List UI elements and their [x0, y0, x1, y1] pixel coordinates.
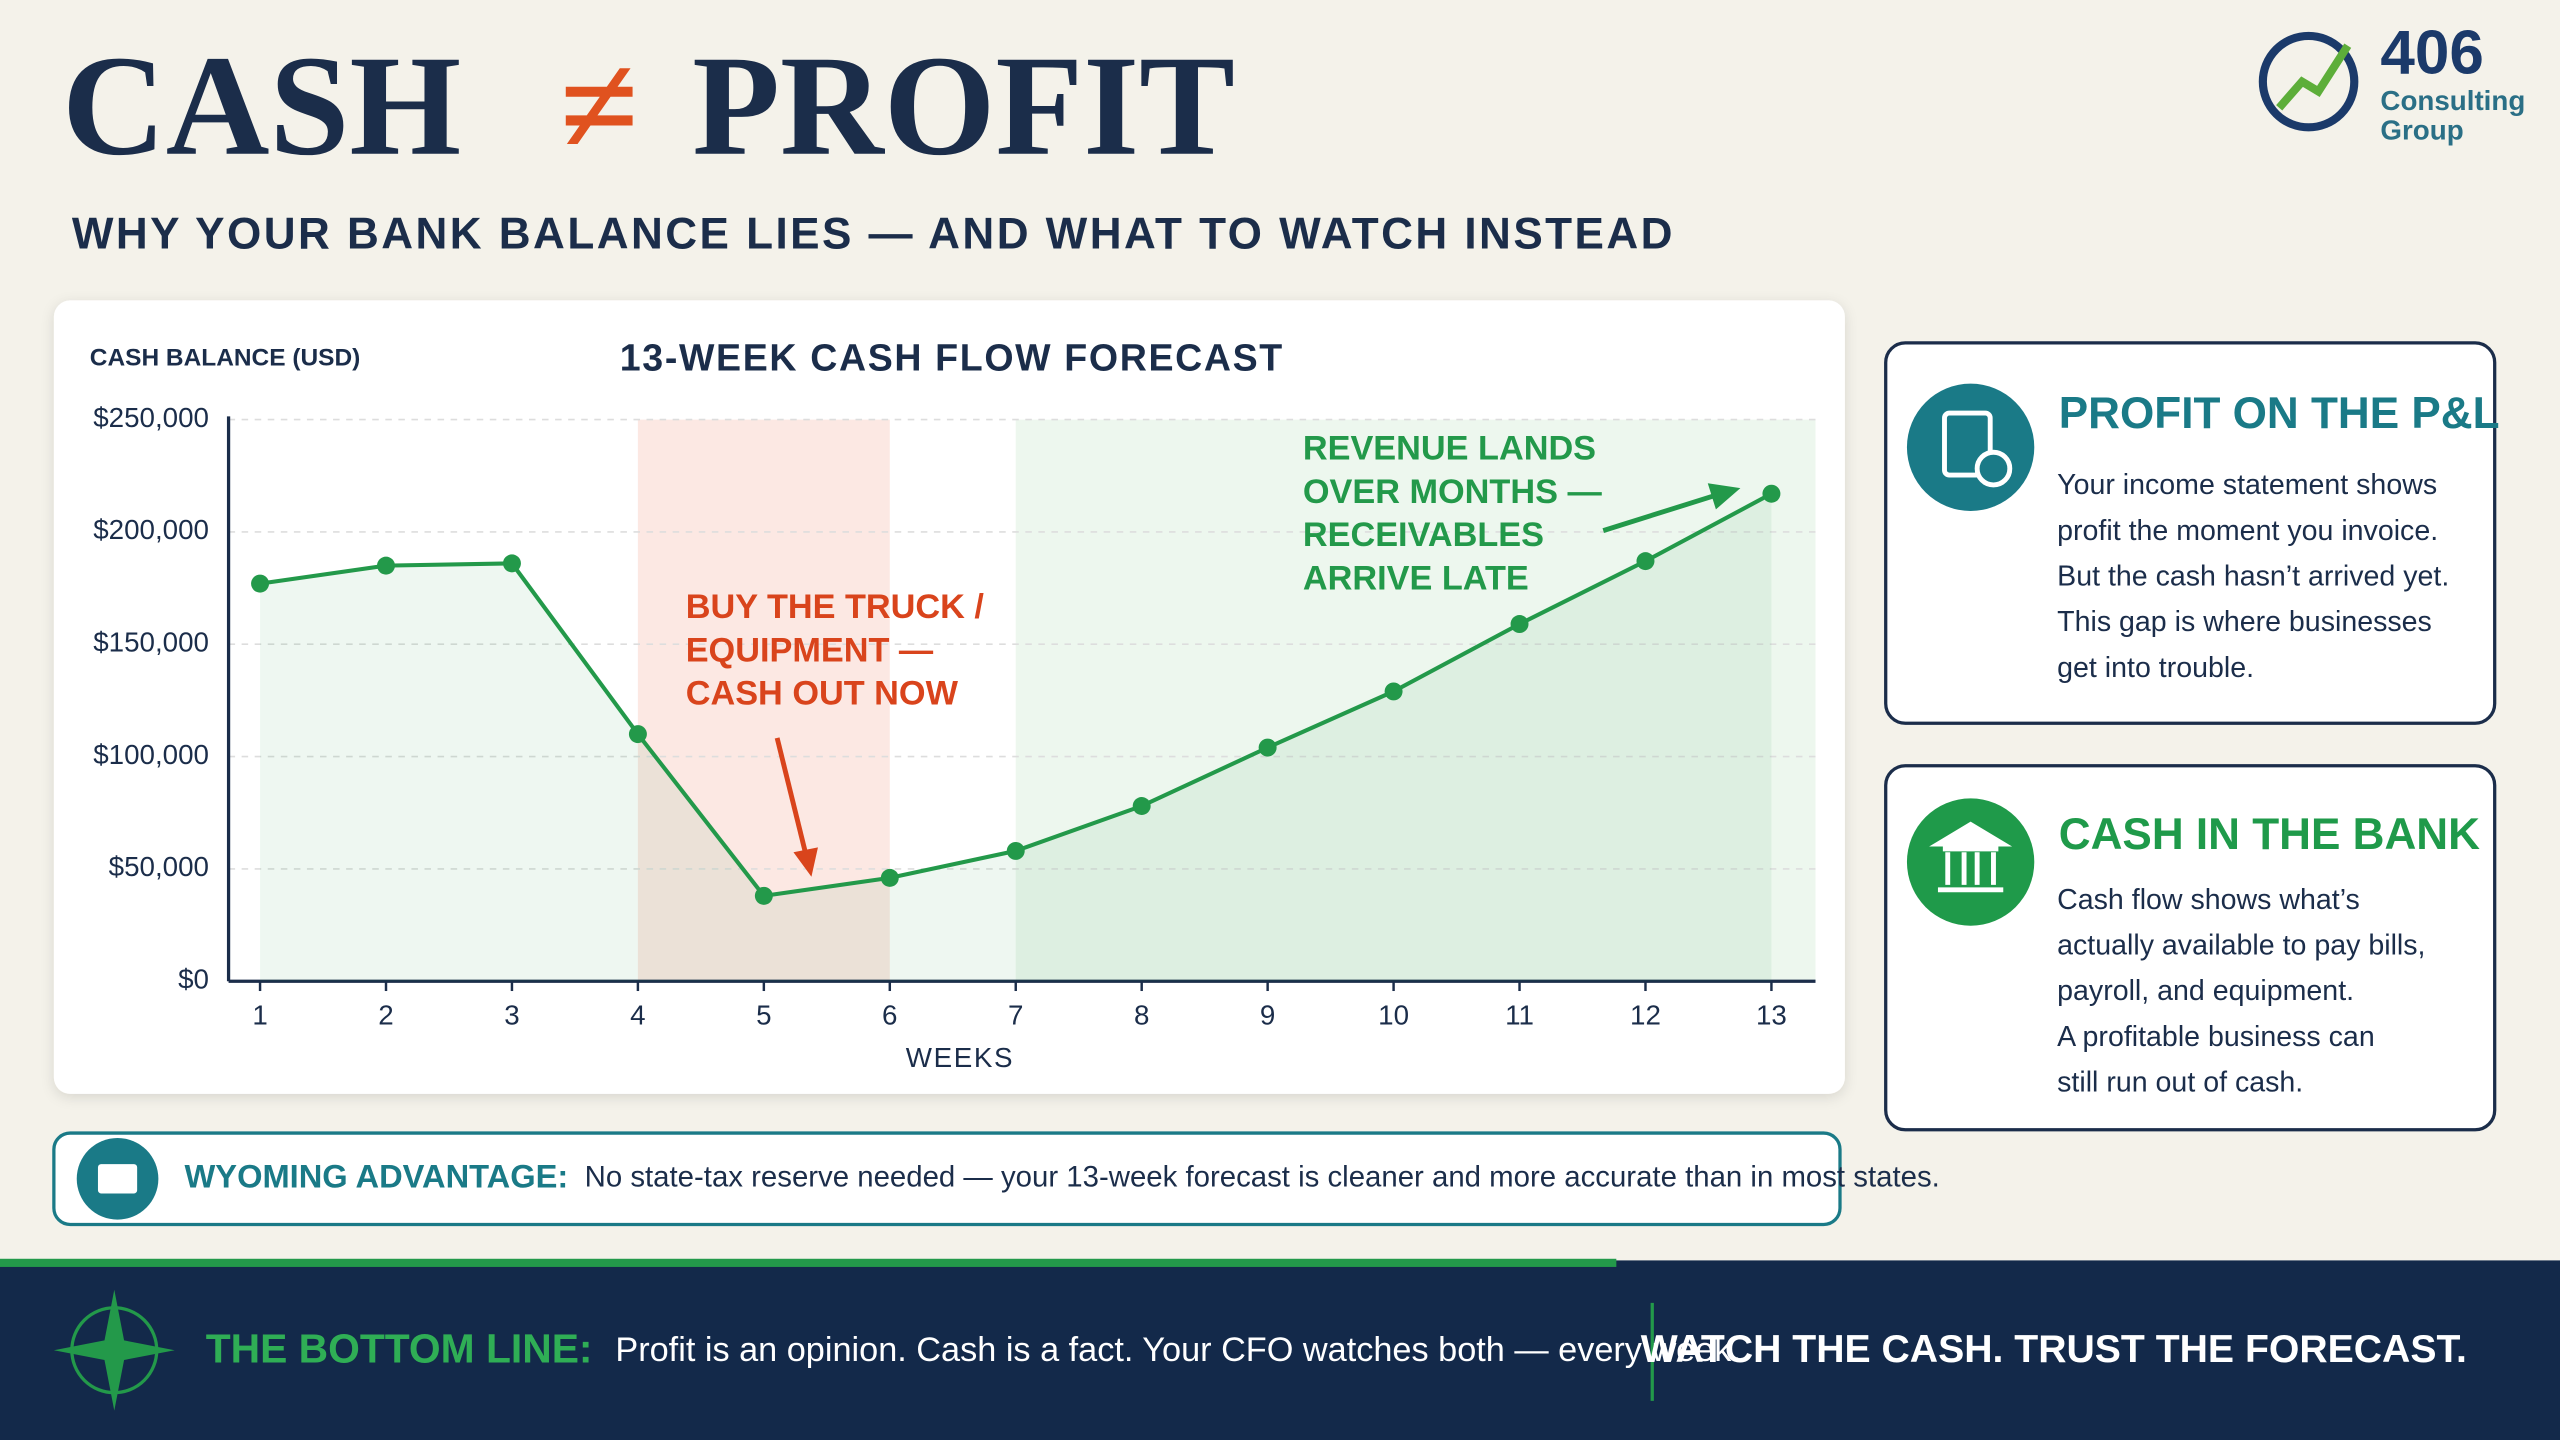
- title-sign: ≠: [560, 27, 639, 186]
- logo-number: 406: [2380, 19, 2484, 88]
- icon-coin: [1974, 449, 2013, 488]
- x-tick-label: 8: [1134, 999, 1149, 1030]
- annotation: CASH OUT NOW: [686, 675, 959, 713]
- footer-text: Profit is an opinion. Cash is a fact. Yo…: [615, 1331, 1741, 1369]
- y-tick-label: $200,000: [93, 514, 209, 545]
- x-tick-label: 12: [1630, 999, 1661, 1030]
- x-tick-label: 10: [1378, 999, 1409, 1030]
- card-frame: [1884, 341, 2497, 725]
- annotation: REVENUE LANDS: [1303, 430, 1596, 468]
- y-tick-label: $250,000: [93, 402, 209, 433]
- x-tick-label: 6: [882, 999, 897, 1030]
- y-tick-label: $0: [178, 964, 209, 995]
- subtitle: WHY YOUR BANK BALANCE LIES — AND WHAT TO…: [72, 209, 1675, 258]
- compass-star: [53, 1289, 175, 1411]
- footer-accent: [0, 1258, 1617, 1267]
- icon-bank: [1929, 821, 2013, 893]
- y-tick-label: $50,000: [109, 851, 209, 882]
- card-title: PROFIT ON THE P&L: [2059, 389, 2500, 438]
- footer-tagline: WATCH THE CASH. TRUST THE FORECAST.: [1641, 1328, 2467, 1371]
- point: [880, 868, 899, 887]
- point: [754, 886, 773, 905]
- x-tick-label: 13: [1756, 999, 1787, 1030]
- y-axis-label: CASH BALANCE (USD): [90, 345, 361, 372]
- logo-line: Group: [2380, 115, 2463, 146]
- annotation: BUY THE TRUCK /: [686, 588, 985, 626]
- point: [502, 554, 521, 573]
- x-tick-label: 9: [1260, 999, 1275, 1030]
- card-line: still run out of cash.: [2057, 1067, 2303, 1099]
- point: [628, 725, 647, 744]
- point: [1384, 682, 1403, 701]
- card: [1884, 764, 2497, 1132]
- card-icon: [1906, 798, 2035, 926]
- point: [1006, 841, 1025, 860]
- arrows: [774, 483, 1741, 877]
- title-left: CASH: [62, 27, 461, 186]
- card-line: A profitable business can: [2057, 1021, 2375, 1053]
- y-tick-label: $150,000: [93, 627, 209, 658]
- x-tick-label: 7: [1008, 999, 1023, 1030]
- point: [1636, 552, 1655, 571]
- annotation: EQUIPMENT —: [686, 631, 934, 669]
- x-tick-label: 3: [504, 999, 519, 1030]
- compass: [53, 1289, 175, 1411]
- wyoming-text: No state-tax reserve needed — your 13-we…: [585, 1161, 1940, 1194]
- point: [1762, 484, 1781, 503]
- card-line: This gap is where businesses: [2057, 606, 2432, 638]
- card-title: CASH IN THE BANK: [2059, 810, 2480, 859]
- annotation: RECEIVABLES: [1303, 516, 1544, 554]
- logo-ring: [2258, 31, 2359, 132]
- plot: $0 $50,000 $100,000 $150,000 $200,000 $250,00…: [93, 402, 1816, 1030]
- card-frame: [1884, 764, 2497, 1132]
- y-tick-label: $100,000: [93, 739, 209, 770]
- arrowhead: [1707, 483, 1741, 510]
- x-tick-label: 1: [252, 999, 267, 1030]
- icon-doc: [1942, 410, 1993, 478]
- footer: [0, 1260, 2560, 1440]
- title-right: PROFIT: [692, 27, 1235, 186]
- point: [251, 574, 270, 593]
- card-line: payroll, and equipment.: [2057, 975, 2354, 1007]
- wyoming-label: WYOMING ADVANTAGE:: [184, 1157, 568, 1194]
- card-line: But the cash hasn’t arrived yet.: [2057, 561, 2449, 593]
- point: [1132, 797, 1151, 815]
- x-tick-label: 4: [630, 999, 645, 1030]
- logo-line: Consulting: [2380, 85, 2525, 116]
- x-axis-label: WEEKS: [906, 1042, 1014, 1073]
- highlight-span: [1015, 419, 1816, 982]
- chart-title: 13-WEEK CASH FLOW FORECAST: [620, 337, 1284, 379]
- x-tick-label: 2: [378, 999, 393, 1030]
- point: [1258, 738, 1277, 757]
- card-line: Your income statement shows: [2057, 469, 2437, 501]
- arrowhead: [793, 847, 818, 877]
- logo-arrow: [2276, 43, 2352, 111]
- point: [377, 556, 395, 575]
- wyoming-shape: [97, 1164, 138, 1194]
- x-tick-label: 5: [756, 999, 771, 1030]
- area: [260, 493, 1772, 982]
- x-tick-label: 11: [1505, 999, 1534, 1030]
- card-icon: [1906, 383, 2035, 512]
- footer-label: THE BOTTOM LINE:: [206, 1326, 593, 1372]
- logo: 406 Consulting Group: [2258, 19, 2525, 146]
- card-line: Cash flow shows what’s: [2057, 884, 2360, 916]
- card: [1884, 341, 2497, 725]
- card-line: get into trouble.: [2057, 652, 2254, 684]
- point: [1510, 615, 1529, 634]
- annotation: OVER MONTHS —: [1303, 473, 1603, 511]
- annotation: ARRIVE LATE: [1303, 559, 1529, 597]
- arrow: [1602, 492, 1719, 533]
- wyoming-box: [52, 1131, 1842, 1227]
- card-line: actually available to pay bills,: [2057, 929, 2425, 961]
- card-line: profit the moment you invoice.: [2057, 515, 2438, 547]
- arrow: [774, 737, 809, 858]
